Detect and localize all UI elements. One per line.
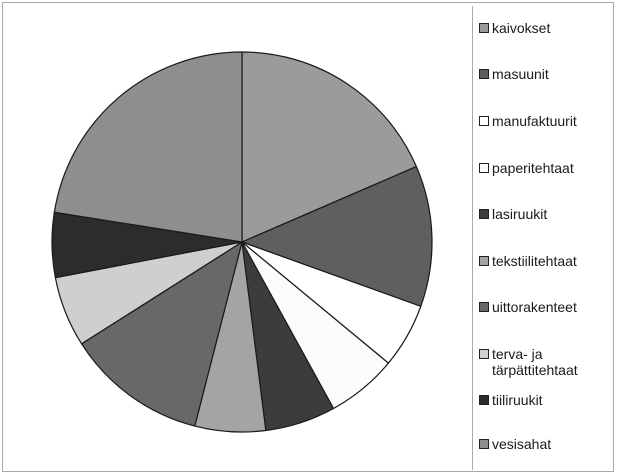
- legend-swatch: [479, 23, 489, 33]
- pie-slice: [241, 51, 417, 243]
- legend-label: uittorakenteet: [492, 299, 577, 315]
- legend-item: tiiliruukit: [479, 392, 613, 408]
- legend-item: terva- ja tärpättitehtaat: [479, 346, 613, 378]
- legend-item: vesisahat: [479, 436, 613, 452]
- legend-swatch: [479, 302, 489, 312]
- legend-label: paperitehtaat: [492, 160, 574, 176]
- legend-item: kaivokset: [479, 20, 613, 36]
- legend-label: kaivokset: [492, 20, 551, 36]
- pie-slice: [53, 51, 243, 243]
- legend-item: lasiruukit: [479, 206, 613, 222]
- legend: kaivokset masuunit manufaktuurit paperit…: [472, 6, 612, 470]
- pie-slice: [80, 241, 243, 427]
- legend-swatch: [479, 163, 489, 173]
- legend-item: paperitehtaat: [479, 160, 613, 176]
- legend-swatch: [479, 395, 489, 405]
- legend-swatch: [479, 209, 489, 219]
- legend-swatch: [479, 69, 489, 79]
- legend-item: tekstiilitehtaat: [479, 253, 613, 269]
- legend-label: manufaktuurit: [492, 113, 577, 129]
- legend-swatch: [479, 116, 489, 126]
- legend-label: terva- ja tärpättitehtaat: [492, 346, 578, 378]
- legend-swatch: [479, 256, 489, 266]
- legend-swatch: [479, 439, 489, 449]
- legend-swatch: [479, 349, 489, 359]
- legend-label: tiiliruukit: [492, 392, 543, 408]
- legend-label: masuunit: [492, 66, 549, 82]
- legend-item: uittorakenteet: [479, 299, 613, 315]
- legend-item: masuunit: [479, 66, 613, 82]
- legend-item: manufaktuurit: [479, 113, 613, 129]
- legend-label: vesisahat: [492, 436, 552, 452]
- legend-label: lasiruukit: [492, 206, 548, 222]
- pie-slice: [241, 165, 433, 307]
- legend-label: tekstiilitehtaat: [492, 253, 577, 269]
